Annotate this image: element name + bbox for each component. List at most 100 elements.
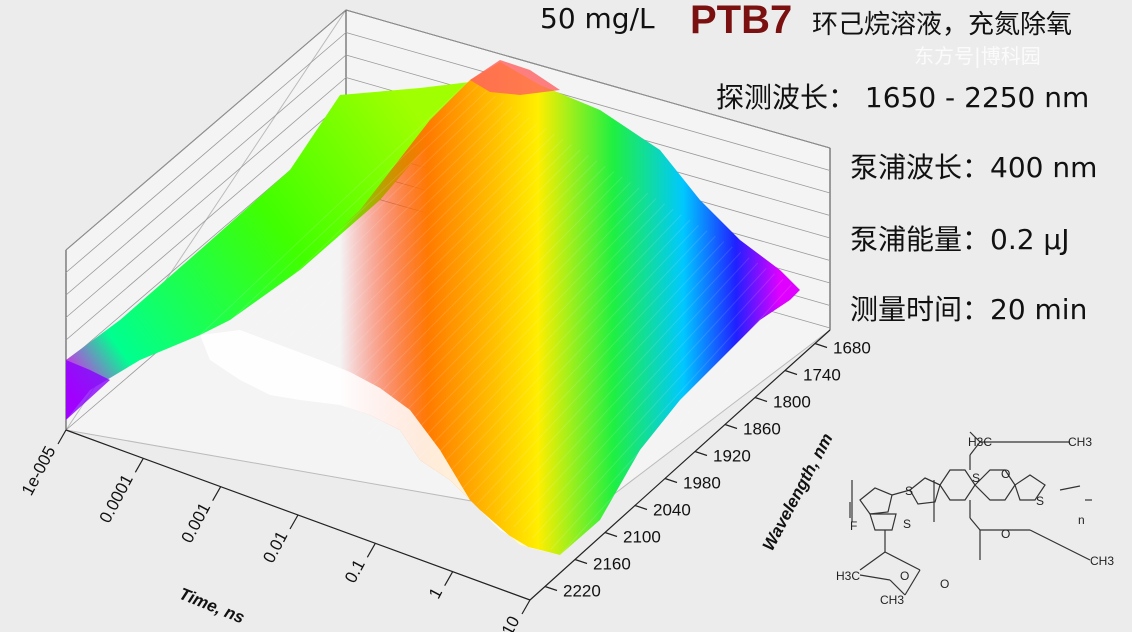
y-tick-mark bbox=[544, 585, 558, 592]
ridge-line bbox=[365, 176, 623, 437]
ridge-line bbox=[476, 241, 725, 505]
svg-text:H3C: H3C bbox=[836, 569, 860, 583]
x-tick-label: 0.01 bbox=[259, 528, 291, 566]
y-tick-mark bbox=[574, 558, 588, 565]
y-tick-label: 1980 bbox=[683, 474, 721, 493]
ridge-line bbox=[559, 289, 801, 556]
x-tick-label: 1 bbox=[425, 585, 446, 602]
y-tick-label: 2160 bbox=[593, 555, 631, 574]
svg-text:S: S bbox=[903, 517, 911, 531]
ptb7-atom-labels: S S S S F O O O O H3C CH3 H3C CH3 CH3 n bbox=[836, 435, 1114, 607]
ridge-line bbox=[347, 165, 606, 426]
svg-text:O: O bbox=[900, 569, 909, 583]
ridge-line bbox=[356, 171, 615, 432]
wall-gridline bbox=[65, 32, 347, 273]
ridge-line bbox=[264, 117, 530, 375]
x-tick-mark bbox=[134, 458, 144, 473]
ridge-line bbox=[504, 257, 750, 522]
svg-text:n: n bbox=[1078, 513, 1085, 527]
y-tick-mark bbox=[694, 450, 708, 457]
svg-text:O: O bbox=[1001, 467, 1010, 481]
duration-text: 测量时间：20 min bbox=[850, 293, 1088, 326]
ridge-line bbox=[384, 187, 640, 449]
y-tick-mark bbox=[784, 369, 798, 376]
y-tick-label: 1920 bbox=[713, 447, 751, 466]
ridge-line bbox=[301, 138, 564, 398]
svg-text:S: S bbox=[1036, 494, 1044, 508]
ridge-line bbox=[541, 278, 784, 545]
ridge-line bbox=[291, 133, 555, 392]
svg-text:CH3: CH3 bbox=[1090, 554, 1114, 568]
solvent-text: 环己烷溶液，充氮除氧 bbox=[812, 10, 1073, 40]
ridge-line bbox=[485, 246, 733, 511]
ridge-line bbox=[375, 181, 632, 443]
x-tick-mark bbox=[289, 514, 299, 530]
ridge-line bbox=[495, 251, 742, 516]
pump-energy-text: 泵浦能量：0.2 μJ bbox=[850, 223, 1070, 256]
x-tick-label: 0.001 bbox=[177, 500, 214, 546]
ridge-line bbox=[245, 106, 513, 364]
ridge-line bbox=[338, 160, 598, 420]
ridge-line bbox=[458, 230, 708, 494]
x-tick-label: 0.0001 bbox=[96, 471, 137, 526]
y-axis-wavelength: 1680 1740 1800 1860 1920 1980 2040 2100 2160 2220 bbox=[544, 339, 871, 601]
ridge-line bbox=[236, 101, 505, 358]
x-tick-mark bbox=[366, 543, 376, 558]
material-title: PTB7 bbox=[690, 0, 793, 42]
surface-peak-highlight bbox=[470, 60, 560, 95]
wall-gridline bbox=[65, 99, 347, 341]
svg-text:CH3: CH3 bbox=[1068, 435, 1092, 449]
y-axis-label: Wavelength, nm bbox=[759, 430, 837, 554]
x-tick-mark bbox=[521, 599, 531, 615]
surface-left-edge bbox=[66, 360, 110, 420]
wall-gridline bbox=[65, 9, 347, 251]
ridge-line bbox=[227, 95, 496, 353]
x-tick-label: 10 bbox=[498, 613, 524, 632]
svg-text:H3C: H3C bbox=[968, 435, 992, 449]
x-tick-mark bbox=[212, 486, 222, 501]
x-tick-label: 0.1 bbox=[341, 556, 369, 586]
ridge-line bbox=[467, 235, 716, 499]
concentration-text: 50 mg/L bbox=[540, 2, 655, 35]
x-axis-label: Time, ns bbox=[177, 584, 248, 627]
y-tick-label: 2100 bbox=[623, 528, 661, 547]
y-tick-mark bbox=[604, 531, 618, 538]
svg-text:O: O bbox=[1001, 527, 1010, 541]
wall-gridline bbox=[345, 32, 831, 171]
ridge-line bbox=[448, 225, 699, 488]
ridge-line bbox=[319, 149, 581, 409]
ridge-line bbox=[421, 208, 674, 471]
svg-text:S: S bbox=[972, 471, 980, 485]
ridge-line bbox=[513, 262, 759, 528]
y-tick-label: 2040 bbox=[653, 501, 691, 520]
x-tick-mark bbox=[57, 429, 67, 445]
ridge-line bbox=[531, 273, 775, 539]
wall-gridline bbox=[65, 54, 347, 296]
surface-front-edge bbox=[200, 330, 560, 555]
ptb7-structure bbox=[849, 431, 1092, 596]
ridge-line bbox=[550, 284, 792, 550]
ridge-line bbox=[199, 79, 471, 336]
ridge-line bbox=[522, 268, 767, 533]
y-tick-mark bbox=[724, 423, 738, 430]
svg-text:O: O bbox=[940, 577, 949, 591]
y-tick-mark bbox=[814, 342, 828, 349]
ridge-line bbox=[328, 155, 589, 415]
y-tick-label: 1680 bbox=[833, 339, 871, 358]
surface-left-plateau bbox=[66, 82, 470, 420]
y-tick-mark bbox=[664, 477, 678, 484]
y-tick-mark bbox=[754, 396, 768, 403]
ridge-line bbox=[218, 90, 488, 347]
ridge-line bbox=[273, 122, 539, 381]
x-tick-mark bbox=[444, 571, 454, 586]
svg-text:F: F bbox=[850, 519, 857, 533]
ridge-line bbox=[255, 111, 522, 370]
ridge-line bbox=[310, 144, 572, 404]
ridge-line bbox=[430, 214, 682, 477]
y-tick-label: 2220 bbox=[563, 582, 601, 601]
ridge-line bbox=[402, 198, 657, 460]
y-tick-label: 1860 bbox=[743, 420, 781, 439]
svg-text:CH3: CH3 bbox=[880, 593, 904, 607]
x-tick-label: 1e-005 bbox=[18, 443, 60, 499]
